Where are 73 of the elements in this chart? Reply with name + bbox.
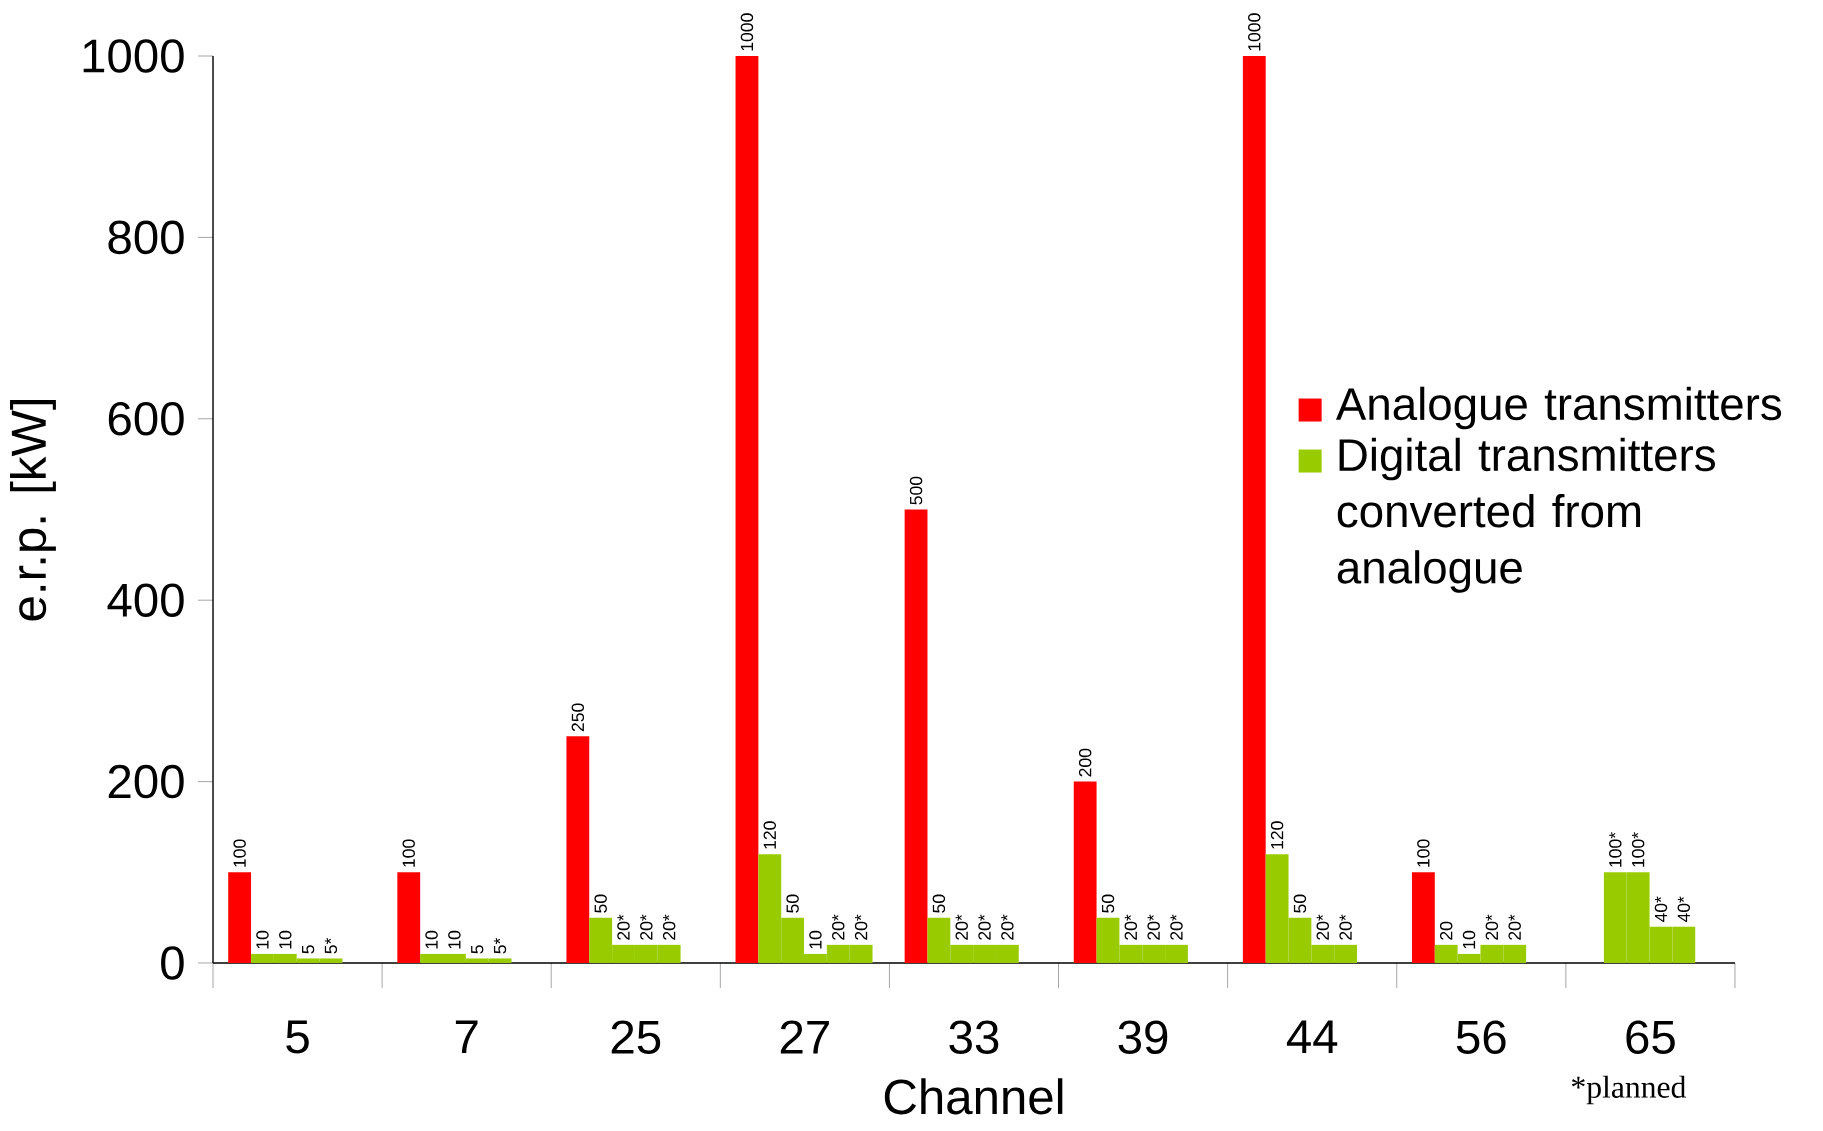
data-label: 50	[786, 894, 799, 913]
data-label: 20*	[1001, 914, 1014, 940]
data-label: 20*	[1316, 914, 1329, 940]
bar	[397, 872, 421, 963]
data-label: 20*	[1147, 914, 1160, 940]
x-axis-title: Channel	[884, 1078, 1063, 1115]
data-label: 100*	[1631, 832, 1645, 867]
data-label: 20*	[1124, 914, 1138, 940]
data-label: 5*	[493, 937, 507, 954]
data-label: 50	[932, 894, 946, 913]
x-tick-label: 65	[1626, 1020, 1675, 1054]
data-label: 100	[233, 839, 246, 867]
data-label: 10	[425, 930, 438, 949]
data-label: 5	[302, 945, 315, 954]
data-label: 20*	[832, 914, 845, 940]
data-label: 250	[571, 703, 585, 732]
data-label: 20*	[1485, 914, 1499, 940]
text: *planned	[1571, 1075, 1687, 1105]
data-label: 20*	[662, 914, 676, 940]
y-axis-title: e.r.p. [kW]	[10, 400, 56, 621]
data-label: 20*	[1170, 914, 1183, 940]
data-label: 200	[1078, 748, 1092, 777]
data-label: 40*	[1677, 896, 1691, 923]
data-label: 100	[1417, 839, 1430, 867]
data-label: 50	[1293, 894, 1307, 913]
data-label: 1000	[740, 13, 754, 51]
bar	[1411, 872, 1435, 963]
data-label: 5	[471, 945, 484, 954]
bar	[1073, 781, 1097, 963]
data-label: 10	[1462, 930, 1476, 949]
data-label: 120	[763, 821, 776, 849]
data-label: 20*	[1339, 914, 1352, 940]
data-label: 50	[1101, 894, 1115, 913]
bar	[566, 736, 590, 963]
data-label: 100	[402, 839, 415, 867]
y-tick-label: 1000	[83, 39, 184, 73]
data-label: 40*	[1654, 896, 1668, 923]
data-label: 20*	[978, 914, 991, 940]
data-label: 1000	[1248, 13, 1261, 51]
data-label: 5*	[324, 937, 338, 954]
data-label: 20*	[955, 914, 968, 940]
y-tick-label: 200	[108, 764, 184, 799]
x-tick-label: 5	[286, 1020, 309, 1054]
data-label: 10	[279, 930, 292, 949]
legend-label: Analogue transmitters	[1335, 386, 1782, 430]
y-tick-label: 0	[161, 946, 184, 980]
data-label: 20*	[617, 914, 630, 940]
x-tick-label: 56	[1456, 1020, 1506, 1054]
data-label: 120	[1270, 821, 1284, 849]
y-tick-label: 800	[108, 220, 184, 255]
x-tick-label: 33	[949, 1020, 999, 1054]
data-label: 20	[1439, 921, 1453, 940]
data-label: 100*	[1609, 832, 1622, 867]
data-label: 500	[909, 476, 923, 505]
x-tick-label: 25	[611, 1020, 661, 1054]
data-label: 10	[256, 930, 269, 949]
bar	[228, 872, 252, 963]
bar	[1242, 56, 1266, 963]
data-label: 50	[594, 894, 607, 913]
x-tick-label: 27	[780, 1020, 829, 1054]
x-tick-label: 39	[1118, 1020, 1168, 1054]
legend-label: Digital transmitters converted from analogue	[1337, 437, 1716, 593]
x-tick-label: 7	[455, 1020, 478, 1054]
data-label: 10	[809, 930, 822, 949]
bar	[904, 509, 928, 963]
x-tick-label: 44	[1286, 1020, 1338, 1054]
y-tick-label: 600	[108, 402, 184, 436]
bar	[735, 56, 759, 963]
y-tick-label: 400	[107, 583, 184, 617]
data-label: 20*	[854, 914, 868, 940]
data-label: 10	[448, 930, 461, 949]
data-label: 20*	[640, 914, 653, 940]
data-label: 20*	[1508, 914, 1521, 940]
